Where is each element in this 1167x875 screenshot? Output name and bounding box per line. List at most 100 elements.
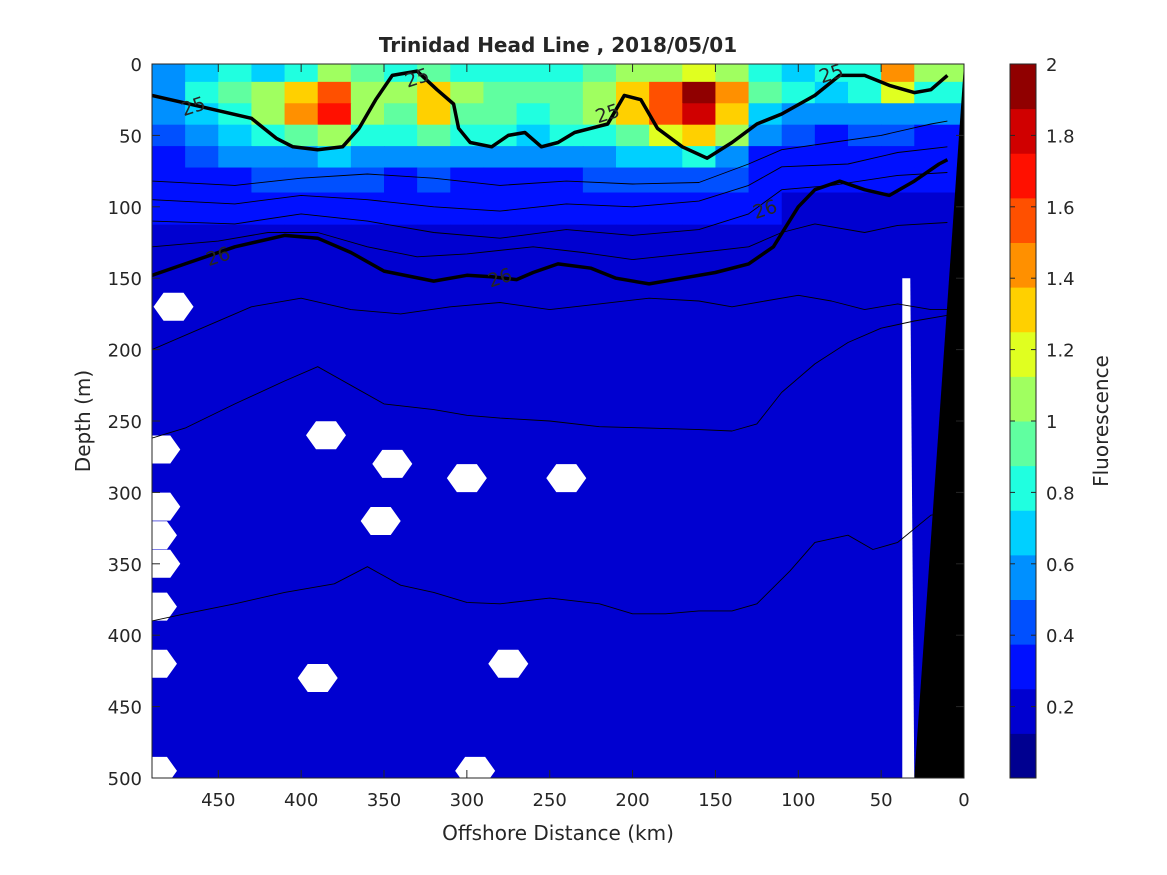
heatmap-cell [218, 64, 253, 83]
colorbar-band [1010, 64, 1036, 110]
y-tick-label: 450 [108, 698, 142, 719]
heatmap-cell [549, 81, 584, 104]
heatmap-cell [682, 260, 717, 315]
heatmap-cell [814, 385, 849, 458]
colorbar-tick-label: 2 [1046, 55, 1057, 76]
heatmap-cell [317, 528, 352, 601]
missing-data-patch [152, 549, 181, 578]
heatmap-cell [715, 313, 750, 386]
x-tick-label: 50 [870, 790, 893, 811]
heatmap-cell [384, 224, 418, 261]
heatmap-cell [417, 385, 451, 458]
heatmap-cell [317, 260, 352, 315]
heatmap-cell [218, 260, 253, 315]
x-tick-label: 450 [201, 790, 235, 811]
heatmap-cell [284, 456, 319, 529]
heatmap-cell [781, 385, 816, 458]
heatmap-cell [649, 103, 683, 126]
x-tick-label: 300 [450, 790, 484, 811]
heatmap-cell [616, 64, 650, 83]
x-tick-label: 200 [615, 790, 649, 811]
heatmap-cell [284, 192, 319, 226]
missing-data-patch [152, 592, 177, 621]
heatmap-cell [218, 599, 253, 672]
heatmap-cell [748, 167, 783, 194]
heatmap-cell [516, 103, 551, 126]
heatmap-cell [317, 456, 352, 529]
heatmap-cell [715, 456, 750, 529]
y-axis: 0 50 100 150 200 250 300 350 400 450 500 [108, 55, 964, 790]
colorbar-tick-label: 0.6 [1046, 555, 1075, 576]
heatmap-cell [848, 670, 882, 743]
heatmap-cell [848, 103, 882, 126]
heatmap-cell [483, 385, 518, 458]
missing-data-patches [152, 292, 587, 778]
heatmap-cell [218, 528, 253, 601]
heatmap-cell [483, 313, 518, 386]
missing-data-patch [546, 464, 587, 493]
heatmap-cell [218, 456, 253, 529]
heatmap-cell [251, 670, 286, 743]
heatmap-cell [582, 313, 617, 386]
heatmap-cell [814, 103, 849, 126]
heatmap-cell [350, 385, 385, 458]
heatmap-cell [682, 167, 717, 194]
isopycnal-contours [152, 69, 956, 622]
heatmap-cell [384, 599, 418, 672]
heatmap-cell [649, 385, 683, 458]
heatmap-cell [715, 742, 750, 778]
heatmap-cell [814, 670, 849, 743]
heatmap-cell [251, 456, 286, 529]
heatmap-cell [814, 599, 849, 672]
heatmap-cell [516, 224, 551, 261]
heatmap-cell [417, 528, 451, 601]
heatmap-cell [516, 124, 551, 147]
missing-data-patch [152, 492, 181, 521]
heatmap-cell [350, 528, 385, 601]
x-tick-label: 150 [698, 790, 732, 811]
heatmap-cell [218, 192, 253, 226]
heatmap-cell [251, 124, 286, 147]
colorbar-tick-label: 1.2 [1046, 341, 1075, 362]
heatmap-cell [549, 599, 584, 672]
heatmap-cell [549, 313, 584, 386]
heatmap-cell [384, 81, 418, 104]
heatmap-cell [649, 146, 683, 169]
heatmap-cell [682, 670, 717, 743]
heatmap-cell [185, 313, 219, 386]
isopycnal-line [152, 222, 948, 261]
heatmap-cell [616, 103, 650, 126]
colorbar-tick-label: 0.8 [1046, 483, 1075, 504]
heatmap-cell [384, 124, 418, 147]
heatmap-cell [881, 192, 915, 226]
colorbar-tick-label: 0.2 [1046, 698, 1075, 719]
heatmap-cell [417, 260, 451, 315]
y-tick-label: 350 [108, 555, 142, 576]
x-tick-label: 400 [284, 790, 318, 811]
heatmap-cell [251, 385, 286, 458]
heatmap-cell [649, 224, 683, 261]
heatmap-cell [317, 124, 352, 147]
heatmap-cell [218, 742, 253, 778]
heatmap-cell [616, 260, 650, 315]
heatmap-cell [185, 81, 219, 104]
heatmap-cell [649, 167, 683, 194]
heatmap-cell [814, 124, 849, 147]
heatmap-cell [649, 192, 683, 226]
missing-data-patch [360, 506, 401, 535]
heatmap-cell [582, 224, 617, 261]
colorbar-bands [1010, 64, 1036, 779]
missing-data-patch [152, 649, 177, 678]
heatmap-cell [350, 124, 385, 147]
heatmap-cell [384, 670, 418, 743]
colorbar-band [1010, 376, 1036, 422]
heatmap-cell [781, 224, 816, 261]
heatmap-cell [384, 103, 418, 126]
heatmap-cell [715, 81, 750, 104]
heatmap-cell [914, 81, 964, 104]
heatmap-cell [483, 456, 518, 529]
y-tick-label: 150 [108, 269, 142, 290]
heatmap-cell [152, 192, 186, 226]
heatmap-cell [649, 81, 683, 104]
